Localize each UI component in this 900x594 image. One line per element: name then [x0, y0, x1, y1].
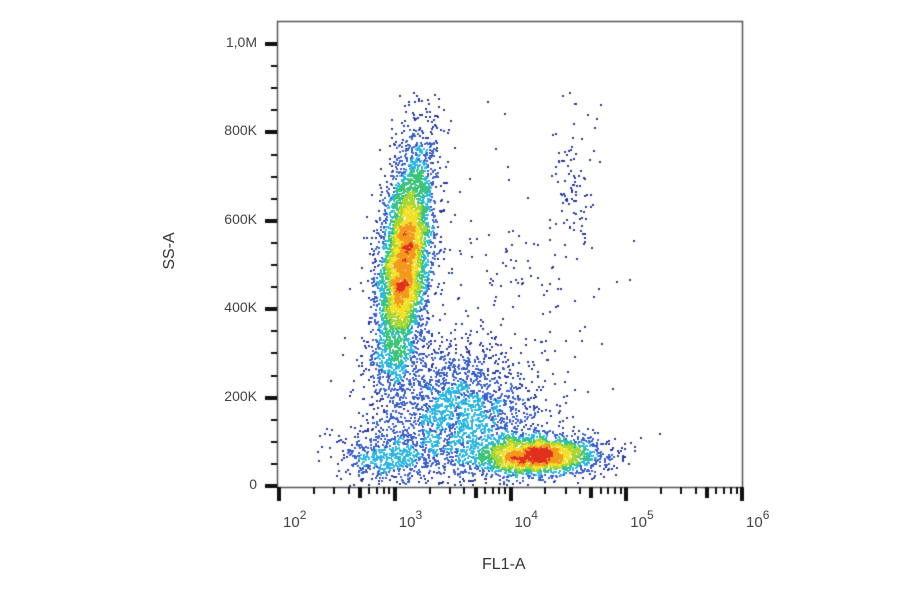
y-tick-label: 1,0M: [225, 34, 257, 50]
y-tick-label: 0: [249, 476, 257, 492]
x-tick-label: 102: [283, 508, 307, 531]
y-tick-label: 400K: [224, 299, 257, 316]
x-tick-label: 106: [746, 508, 770, 531]
y-axis-title: SS-A: [161, 232, 178, 270]
x-axis-title: FL1-A: [482, 556, 526, 573]
x-tick-label: 104: [514, 508, 538, 531]
y-tick-label: 200K: [224, 387, 257, 404]
x-tick-label: 103: [398, 508, 423, 531]
x-tick-label: 105: [630, 508, 654, 531]
y-tick-label: 600K: [224, 210, 257, 227]
y-tick-label: 800K: [224, 122, 257, 139]
